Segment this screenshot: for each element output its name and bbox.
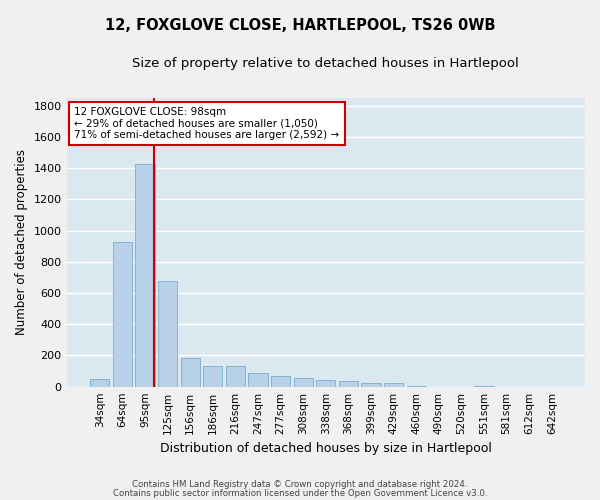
Bar	[293, 378, 313, 386]
Text: 12, FOXGLOVE CLOSE, HARTLEPOOL, TS26 0WB: 12, FOXGLOVE CLOSE, HARTLEPOOL, TS26 0WB	[105, 18, 495, 32]
Bar	[226, 366, 245, 386]
Bar	[248, 372, 268, 386]
Bar	[384, 383, 403, 386]
Bar	[158, 280, 177, 386]
Text: 12 FOXGLOVE CLOSE: 98sqm
← 29% of detached houses are smaller (1,050)
71% of sem: 12 FOXGLOVE CLOSE: 98sqm ← 29% of detach…	[74, 106, 340, 140]
Bar	[90, 379, 109, 386]
Text: Contains public sector information licensed under the Open Government Licence v3: Contains public sector information licen…	[113, 488, 487, 498]
X-axis label: Distribution of detached houses by size in Hartlepool: Distribution of detached houses by size …	[160, 442, 492, 455]
Bar	[316, 380, 335, 386]
Text: Contains HM Land Registry data © Crown copyright and database right 2024.: Contains HM Land Registry data © Crown c…	[132, 480, 468, 489]
Bar	[203, 366, 223, 386]
Bar	[113, 242, 132, 386]
Bar	[271, 376, 290, 386]
Bar	[181, 358, 200, 386]
Bar	[339, 381, 358, 386]
Title: Size of property relative to detached houses in Hartlepool: Size of property relative to detached ho…	[133, 58, 519, 70]
Bar	[361, 383, 380, 386]
Y-axis label: Number of detached properties: Number of detached properties	[15, 150, 28, 336]
Bar	[136, 164, 155, 386]
